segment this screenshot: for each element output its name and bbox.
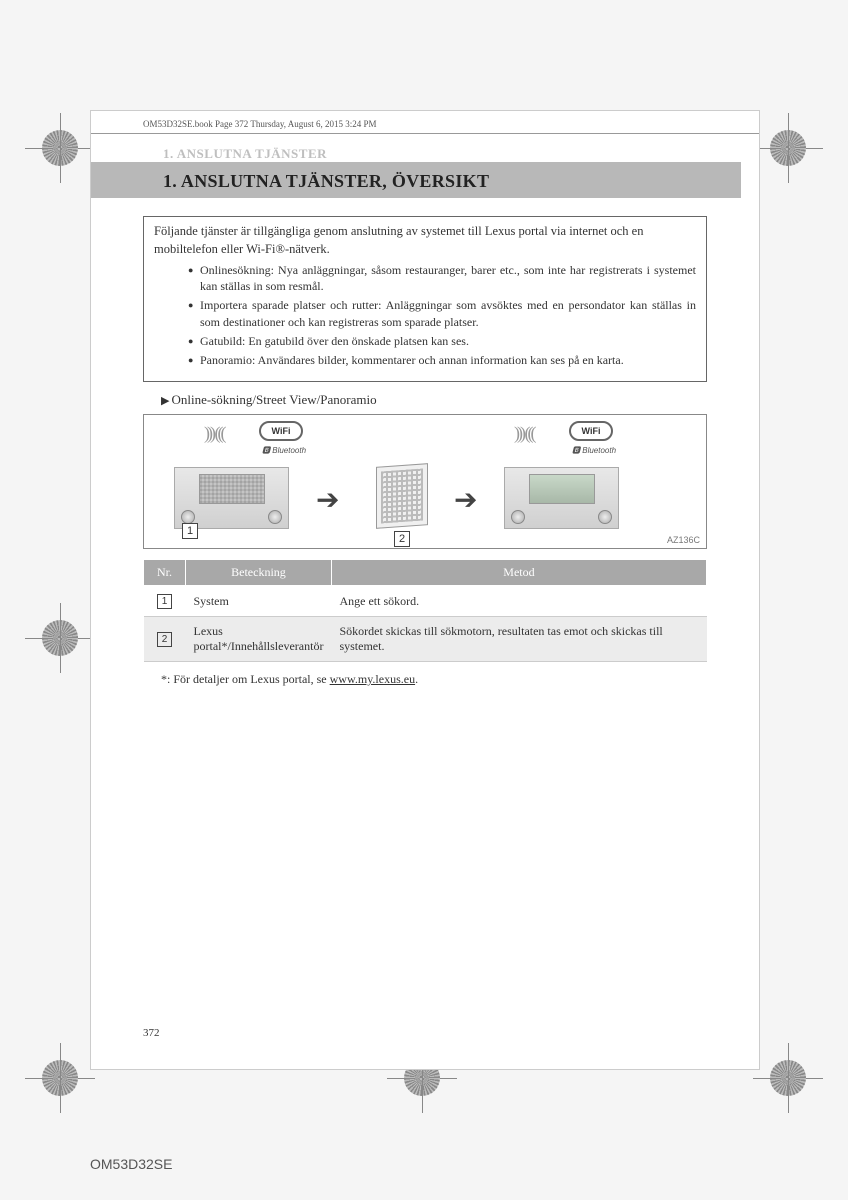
signal-icon: ))) ((( [514,423,533,444]
registration-mark [770,1060,810,1100]
intro-text: Följande tjänster är tillgängliga genom … [154,223,696,258]
server-icon [376,463,428,529]
bluetooth-label: 🅱 Bluetooth [262,445,306,456]
row-num: 2 [157,632,172,647]
footnote-suffix: . [415,672,418,686]
intro-box: Följande tjänster är tillgängliga genom … [143,216,707,382]
list-item: Importera sparade platser och rutter: An… [188,297,696,329]
th-name: Beteckning [186,560,332,586]
arrow-icon: ➔ [454,483,477,517]
registration-mark [42,620,82,660]
table-row: 2 Lexus portal*/Innehållsleverantör Söko… [144,617,707,662]
section-header: 1. ANSLUTNA TJÄNSTER 1. ANSLUTNA TJÄNSTE… [91,144,741,198]
registration-mark [770,130,810,170]
footnote-link[interactable]: www.my.lexus.eu [330,672,415,686]
book-header: OM53D32SE.book Page 372 Thursday, August… [91,111,759,134]
diagram-subhead: ▶Online-sökning/Street View/Panoramio [161,392,759,408]
row-num: 1 [157,594,172,609]
connection-diagram: ))) ((( WiFi 🅱 Bluetooth 1 ➔ 2 ➔ ))) (((… [143,414,707,549]
row-method: Sökordet skickas till sökmotorn, resulta… [331,617,706,662]
th-method: Metod [331,560,706,586]
list-item: Panoramio: Användares bilder, kommentare… [188,352,696,368]
nav-system-icon [504,467,619,529]
bluetooth-label: 🅱 Bluetooth [572,445,616,456]
footnote-prefix: *: För detaljer om Lexus portal, se [161,672,330,686]
section-label: 1. ANSLUTNA TJÄNSTER [163,146,327,162]
table-row: 1 System Ange ett sökord. [144,586,707,617]
th-nr: Nr. [144,560,186,586]
intro-text-content: Följande tjänster är tillgängliga genom … [154,224,643,256]
nav-system-icon [174,467,289,529]
list-item: Onlinesökning: Nya anläggningar, såsom r… [188,262,696,294]
document-code: OM53D32SE [90,1156,172,1172]
arrow-icon: ➔ [316,483,339,517]
subhead-text: Online-sökning/Street View/Panoramio [171,392,376,407]
registration-mark [42,130,82,170]
footnote: *: För detaljer om Lexus portal, se www.… [161,672,707,687]
row-name: Lexus portal*/Innehållsleverantör [186,617,332,662]
marker-1: 1 [182,523,198,539]
wifi-badge: WiFi [569,421,613,441]
diagram-code: AZ136C [667,535,700,545]
document-page: OM53D32SE.book Page 372 Thursday, August… [90,110,760,1070]
section-title: 1. ANSLUTNA TJÄNSTER, ÖVERSIKT [163,171,489,192]
triangle-icon: ▶ [161,395,169,407]
signal-icon: ))) ((( [204,423,223,444]
wifi-badge: WiFi [259,421,303,441]
list-item: Gatubild: En gatubild över den önskade p… [188,333,696,349]
row-name: System [186,586,332,617]
bullet-list: Onlinesökning: Nya anläggningar, såsom r… [154,262,696,368]
registration-mark [42,1060,82,1100]
page-number: 372 [143,1027,160,1039]
marker-2: 2 [394,531,410,547]
info-table: Nr. Beteckning Metod 1 System Ange ett s… [143,559,707,662]
row-method: Ange ett sökord. [331,586,706,617]
